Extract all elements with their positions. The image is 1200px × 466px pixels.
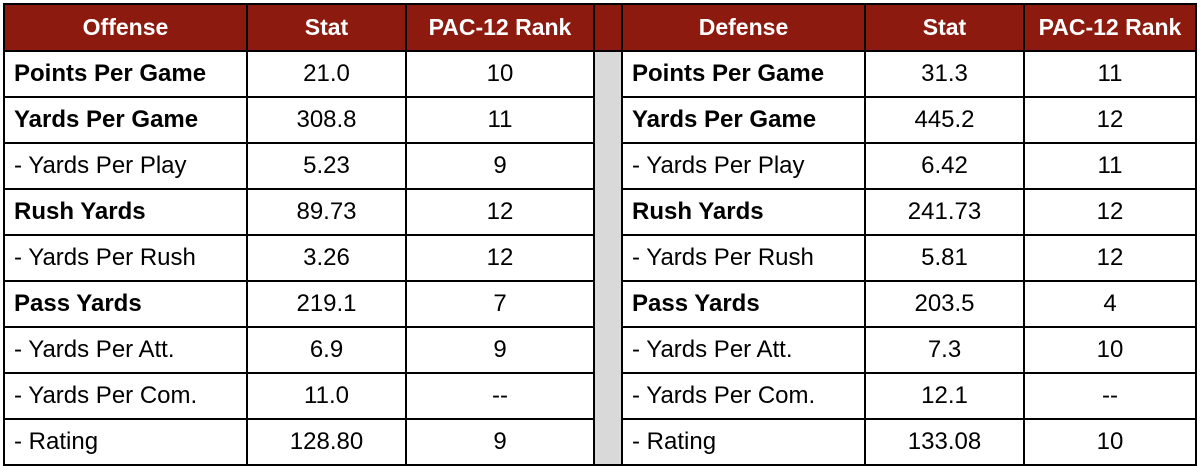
offense-stat-label: - Yards Per Rush	[3, 234, 248, 282]
offense-stat-value: 219.1	[246, 280, 407, 328]
defense-stat-label: - Rating	[621, 418, 866, 466]
defense-stat-label: Points Per Game	[621, 50, 866, 98]
defense-stat-label: - Yards Per Rush	[621, 234, 866, 282]
table-row: Rush Yards 89.73 12 Rush Yards 241.73 12	[3, 188, 1197, 236]
table-row: - Yards Per Play 5.23 9- Yards Per Play 6.4…	[3, 142, 1197, 190]
offense-stat-value: 11.0	[246, 372, 407, 420]
offense-rank-value: 12	[405, 234, 595, 282]
defense-stat-value: 5.81	[864, 234, 1025, 282]
defense-rank-value: 11	[1023, 50, 1197, 98]
table-row: - Rating 128.80 9- Rating 133.08 10	[3, 418, 1197, 466]
defense-stat-value: 6.42	[864, 142, 1025, 190]
table-row: - Yards Per Rush 3.26 12- Yards Per Rush 5.…	[3, 234, 1197, 282]
offense-stat-label: - Yards Per Com.	[3, 372, 248, 420]
column-spacer	[593, 50, 623, 466]
defense-rank-value: 12	[1023, 96, 1197, 144]
offense-stat-value: 89.73	[246, 188, 407, 236]
defense-rank-value: 11	[1023, 142, 1197, 190]
defense-rank-value: 12	[1023, 234, 1197, 282]
offense-rank-value: 11	[405, 96, 595, 144]
defense-stat-value: 31.3	[864, 50, 1025, 98]
offense-stat-value: 6.9	[246, 326, 407, 374]
defense-stat-value: 7.3	[864, 326, 1025, 374]
offense-stat-value: 21.0	[246, 50, 407, 98]
table-row: Points Per Game 21.0 10 Points Per Game 31.3…	[3, 50, 1197, 466]
offense-rank-value: 9	[405, 326, 595, 374]
defense-stat-value: 203.5	[864, 280, 1025, 328]
defense-stat-label: - Yards Per Com.	[621, 372, 866, 420]
table-row: - Yards Per Att. 6.9 9- Yards Per Att. 7.3 1…	[3, 326, 1197, 374]
offense-rank-value: 12	[405, 188, 595, 236]
stats-table-container: Offense Stat PAC-12 Rank Defense Stat PA…	[3, 3, 1197, 466]
defense-rank-header: PAC-12 Rank	[1023, 3, 1197, 52]
offense-stat-label: Points Per Game	[3, 50, 248, 98]
defense-stat-value: 12.1	[864, 372, 1025, 420]
offense-rank-value: 9	[405, 142, 595, 190]
table-row: Pass Yards 219.1 7 Pass Yards 203.5 4	[3, 280, 1197, 328]
offense-rank-value: 9	[405, 418, 595, 466]
defense-stat-value: 133.08	[864, 418, 1025, 466]
defense-stat-header: Stat	[864, 3, 1025, 52]
header-spacer	[593, 3, 623, 52]
offense-defense-stats-table: Offense Stat PAC-12 Rank Defense Stat PA…	[3, 3, 1197, 466]
offense-rank-header: PAC-12 Rank	[405, 3, 595, 52]
defense-rank-value: 4	[1023, 280, 1197, 328]
offense-stat-label: Yards Per Game	[3, 96, 248, 144]
defense-rank-value: 12	[1023, 188, 1197, 236]
defense-stat-label: Yards Per Game	[621, 96, 866, 144]
offense-stat-label: Rush Yards	[3, 188, 248, 236]
offense-stat-label: Pass Yards	[3, 280, 248, 328]
defense-stat-label: - Yards Per Att.	[621, 326, 866, 374]
defense-stat-label: Rush Yards	[621, 188, 866, 236]
table-row: - Yards Per Com. 11.0 -- - Yards Per Com. 12…	[3, 372, 1197, 420]
offense-rank-value: 10	[405, 50, 595, 98]
offense-stat-label: - Yards Per Play	[3, 142, 248, 190]
defense-rank-value: --	[1023, 372, 1197, 420]
defense-stat-value: 241.73	[864, 188, 1025, 236]
header-row: Offense Stat PAC-12 Rank Defense Stat PA…	[3, 3, 1197, 52]
offense-stat-value: 128.80	[246, 418, 407, 466]
offense-header: Offense	[3, 3, 248, 52]
defense-stat-label: - Yards Per Play	[621, 142, 866, 190]
offense-rank-value: --	[405, 372, 595, 420]
offense-stat-value: 3.26	[246, 234, 407, 282]
defense-stat-label: Pass Yards	[621, 280, 866, 328]
defense-rank-value: 10	[1023, 326, 1197, 374]
offense-stat-value: 308.8	[246, 96, 407, 144]
table-row: Yards Per Game 308.8 11 Yards Per Game 445.2…	[3, 96, 1197, 144]
defense-header: Defense	[621, 3, 866, 52]
offense-stat-value: 5.23	[246, 142, 407, 190]
offense-stat-label: - Yards Per Att.	[3, 326, 248, 374]
offense-stat-header: Stat	[246, 3, 407, 52]
defense-rank-value: 10	[1023, 418, 1197, 466]
defense-stat-value: 445.2	[864, 96, 1025, 144]
stats-body: Points Per Game 21.0 10 Points Per Game 31.3…	[3, 50, 1197, 466]
offense-rank-value: 7	[405, 280, 595, 328]
offense-stat-label: - Rating	[3, 418, 248, 466]
